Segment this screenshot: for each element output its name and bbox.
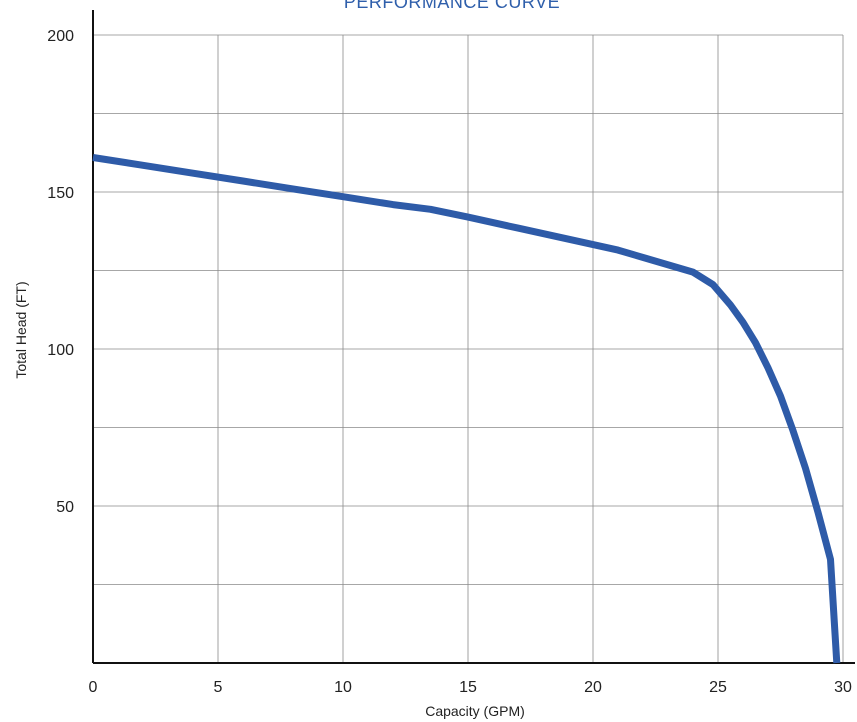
y-axis-title: Total Head (FT) [13, 281, 29, 378]
y-tick-label: 100 [47, 342, 74, 359]
x-tick-label: 10 [334, 679, 352, 696]
y-tick-label: 50 [56, 499, 74, 516]
x-tick-label: 15 [459, 679, 477, 696]
x-axis-title: Capacity (GPM) [425, 703, 525, 719]
grid-lines [93, 34, 844, 663]
tick-labels: 0 5 10 15 20 25 30 50 100 150 200 [47, 28, 852, 696]
axes [92, 10, 855, 664]
x-tick-label: 30 [834, 679, 852, 696]
y-tick-label: 150 [47, 185, 74, 202]
x-tick-label: 5 [214, 679, 223, 696]
series-lines [92, 154, 841, 664]
y-tick-label: 200 [47, 28, 74, 45]
chart-title: PERFORMANCE CURVE [344, 0, 560, 12]
performance-curve-line [92, 154, 841, 664]
x-tick-label: 25 [709, 679, 727, 696]
x-tick-label: 0 [89, 679, 98, 696]
x-tick-label: 20 [584, 679, 602, 696]
